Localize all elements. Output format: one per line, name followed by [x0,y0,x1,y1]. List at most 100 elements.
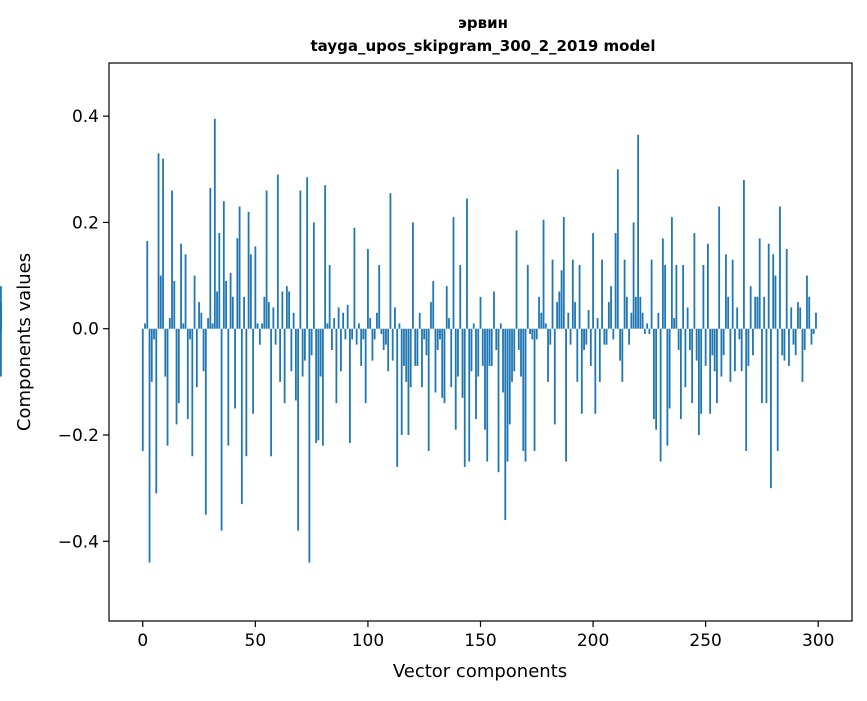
bar [544,323,547,329]
bar [227,328,230,446]
x-tick-label: 200 [577,631,609,651]
bar [578,264,581,329]
bar [409,328,412,388]
bar [553,328,556,425]
bar [533,328,536,451]
bar [0,302,2,329]
bar [641,312,644,329]
bar [225,280,227,329]
bar [679,328,682,420]
bar [432,280,435,329]
bar [468,328,471,462]
bar [484,328,486,430]
bar [565,328,567,462]
bar [362,328,365,340]
bar [423,328,426,340]
bar [702,264,705,329]
bar [594,328,597,414]
bar [540,312,543,329]
bar [486,328,489,462]
bar [290,328,293,372]
bar [560,270,563,329]
bar [216,291,218,329]
bar [371,328,374,361]
bar [425,328,428,356]
bar [711,328,714,356]
bar [661,238,664,329]
bar [405,328,408,382]
bar [738,328,741,340]
bar [788,328,790,366]
bar [202,328,205,372]
bar [700,328,703,414]
bar [684,328,687,388]
bar [351,328,354,340]
bar [337,307,340,329]
bar [749,286,752,329]
bar [657,312,660,329]
bar [218,233,221,329]
bar [209,187,212,329]
bar [281,291,284,329]
y-tick-label: 0.2 [72,213,99,233]
bar [360,328,363,366]
bar [443,328,446,404]
bar [414,328,417,366]
bar [725,254,727,329]
bar [558,291,561,329]
bar [754,296,757,329]
bar [407,328,410,435]
bar [436,328,439,350]
bar [682,264,685,329]
bar [258,328,261,345]
bar [254,246,257,329]
bar [150,328,153,382]
bar [385,328,387,345]
bar [222,201,225,329]
bar [477,328,480,377]
bar [475,328,477,420]
bar [529,328,531,335]
bar [376,312,378,329]
bar [806,275,808,329]
bar [389,193,392,329]
bar [148,328,151,563]
bar [373,328,376,340]
bar [193,275,196,329]
bar [240,328,243,505]
y-tick-label: 0.4 [72,107,99,127]
bar [403,328,405,366]
bar [623,259,626,329]
bar [524,328,527,462]
bar [614,233,617,329]
bar [740,328,743,372]
bar [387,328,390,372]
bar [808,296,811,329]
x-tick-label: 150 [464,631,496,651]
bar [763,296,766,329]
bar [157,153,160,329]
bar [547,328,549,382]
bar [522,328,525,451]
bar [231,296,234,329]
bar [531,328,534,340]
bar [722,328,725,356]
bar [294,328,297,401]
y-tick-label: −0.4 [58,532,99,552]
bar [580,328,583,414]
bar [709,328,712,414]
bar [457,328,459,377]
bar [628,328,630,345]
bar [200,312,203,329]
bar [562,217,565,329]
bar [495,328,498,350]
bar [576,328,579,382]
bar [774,275,777,329]
bar [673,318,676,329]
bar [592,233,594,329]
bar [416,328,419,366]
bar [319,328,322,377]
bar [691,328,694,404]
bar [736,307,739,329]
